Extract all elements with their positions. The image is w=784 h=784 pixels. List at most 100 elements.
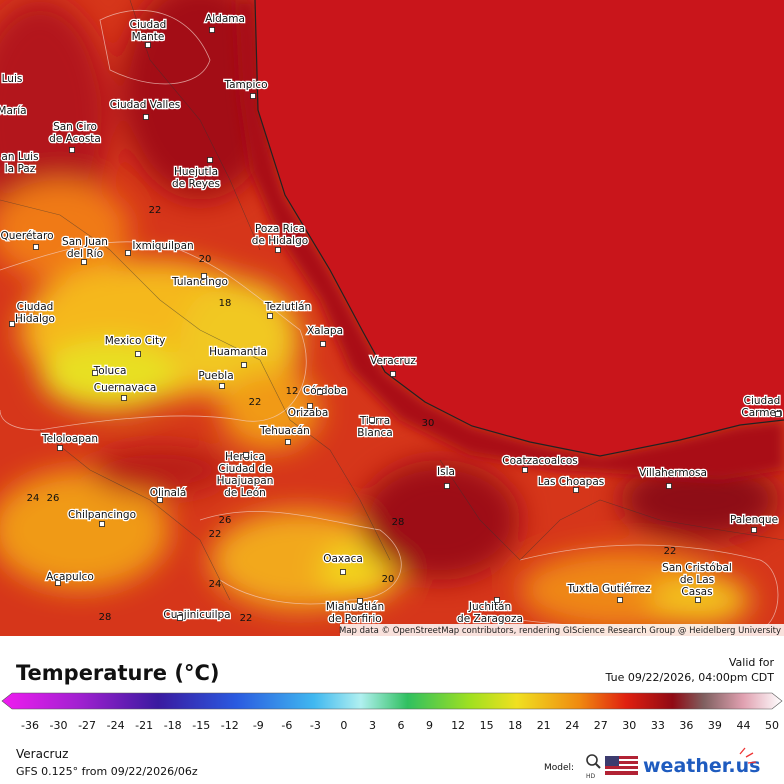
legend-tick-label: -21 (135, 719, 153, 732)
city-label: Chilpancingo (68, 509, 136, 521)
city-label: Olinalá (150, 487, 187, 499)
city-label: de Zaragoza (457, 613, 523, 625)
city-label: Acapulco (46, 571, 94, 583)
city-marker (121, 395, 127, 401)
city-marker (145, 42, 151, 48)
brand: weather.us (643, 755, 760, 777)
city-marker (57, 445, 63, 451)
city-marker (33, 244, 39, 250)
city-marker (207, 157, 213, 163)
city-marker (617, 597, 623, 603)
city-label: Oaxaca (323, 553, 363, 565)
city-label: Huajuapan (217, 475, 274, 487)
legend-tick-label: -15 (192, 719, 210, 732)
city-label: Isla (437, 466, 455, 478)
city-marker (81, 259, 87, 265)
attribution-bg (340, 624, 784, 636)
city-marker (241, 362, 247, 368)
city-marker (275, 247, 281, 253)
city-marker (357, 598, 363, 604)
coastal-band (235, 0, 784, 480)
legend-tick-label: 27 (594, 719, 608, 732)
city-marker (209, 27, 215, 33)
legend-tick-label: 9 (426, 719, 433, 732)
valid-time: Tue 09/22/2026, 04:00pm CDT (605, 671, 775, 684)
city-label: Las Choapas (538, 476, 605, 488)
city-marker (307, 403, 313, 409)
legend-tick-label: 3 (369, 719, 376, 732)
legend-title: Temperature (°C) (16, 661, 219, 685)
legend-tick-label: -9 (253, 719, 264, 732)
city-marker (177, 615, 183, 621)
location: Veracruz (16, 747, 68, 761)
brand-sun (739, 747, 757, 764)
contour-label: 24 (27, 493, 40, 504)
model-label: Model: (544, 763, 574, 773)
city-label: Poza Rica (255, 223, 305, 235)
city-label: María (0, 105, 27, 117)
city-label: Tuxtla Gutiérrez (567, 583, 651, 595)
city-label: Luis (2, 73, 23, 85)
city-label: la Paz (5, 163, 36, 175)
contour-label: 20 (382, 574, 395, 585)
legend-tick-label: -24 (107, 719, 125, 732)
city-label: Cuernavaca (94, 382, 157, 394)
legend-tick-label: -3 (310, 719, 321, 732)
city-marker (201, 273, 207, 279)
legend-tick-label: -36 (21, 719, 39, 732)
city-marker (494, 597, 500, 603)
city-marker (92, 370, 98, 376)
city-label: de León (224, 487, 266, 499)
city-marker (666, 483, 672, 489)
city-marker (250, 93, 256, 99)
city-label: Veracruz (370, 355, 416, 367)
legend-tick-label: -12 (221, 719, 239, 732)
city-label: Huamantla (209, 346, 267, 358)
city-label: Xalapa (307, 325, 343, 337)
city-label: Juchitán (468, 601, 511, 613)
city-label: Teloloapan (41, 433, 98, 445)
hd: HD (586, 773, 596, 780)
city-label: an Luis (1, 151, 38, 163)
city-marker (285, 439, 291, 445)
city-label: Villahermosa (639, 467, 707, 479)
city-marker (135, 351, 141, 357)
city-marker (522, 467, 528, 473)
city-label: del Río (67, 248, 103, 260)
city-label: Palenque (730, 514, 778, 526)
legend-tick-label: 36 (679, 719, 693, 732)
contour-label: 22 (149, 205, 162, 216)
city-marker (55, 580, 61, 586)
legend-tick-label: 30 (622, 719, 636, 732)
city-marker (69, 147, 75, 153)
city-label: Carmen (741, 407, 782, 419)
search-icon (595, 763, 601, 769)
city-label: Hidalgo (15, 313, 55, 325)
contour-label: 18 (219, 298, 232, 309)
legend-tick-label: 39 (708, 719, 722, 732)
city-label: Tehuacán (259, 425, 310, 437)
valid-label: Valid for (729, 656, 775, 669)
city-marker (775, 411, 781, 417)
city-marker (9, 321, 15, 327)
borders (0, 0, 784, 601)
city-label: Cuajinicuilpa (163, 609, 230, 621)
legend-tick-label: -18 (164, 719, 182, 732)
city-marker (390, 371, 396, 377)
legend-tick-label: 24 (565, 719, 579, 732)
city-marker (143, 114, 149, 120)
city-label: Mante (132, 31, 165, 43)
contour-label: 28 (99, 612, 112, 623)
city-label: Puebla (198, 370, 233, 382)
legend-tick-label: 33 (651, 719, 665, 732)
city-label: Querétaro (1, 230, 54, 242)
contour-label: 30 (422, 418, 435, 429)
legend-tick-label: 12 (451, 719, 465, 732)
legend: Temperature (°C) Valid for Tue 09/22/202… (1, 656, 783, 780)
city-label: Ixmiquilpan (132, 240, 193, 252)
city-label: de Reyes (172, 178, 220, 190)
city-marker (751, 527, 757, 533)
city-marker (695, 597, 701, 603)
coastline (254, 0, 784, 457)
